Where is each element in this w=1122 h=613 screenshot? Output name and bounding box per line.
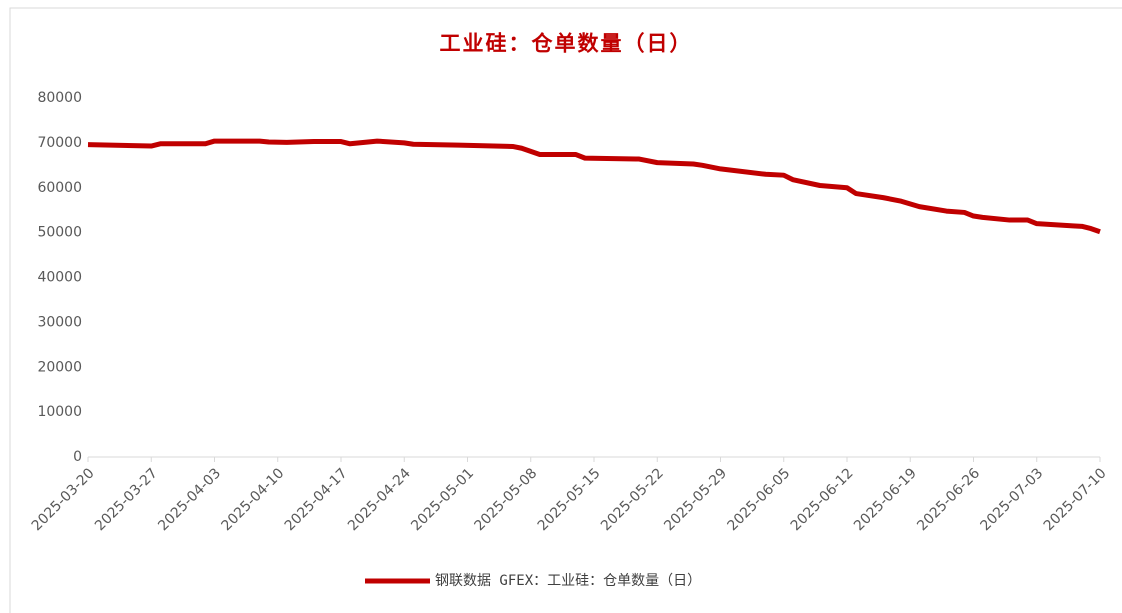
x-tick-label: 2025-06-19 (851, 465, 920, 534)
x-tick-label: 2025-05-08 (472, 465, 541, 534)
x-tick-label: 2025-04-24 (345, 465, 414, 534)
legend-label: 钢联数据 GFEX：工业硅：仓单数量（日） (435, 573, 701, 589)
x-tick-label: 2025-07-10 (1041, 465, 1110, 534)
x-tick-label: 2025-06-05 (725, 465, 794, 534)
y-tick-label: 50000 (37, 225, 82, 241)
y-tick-label: 40000 (37, 270, 82, 286)
x-tick-label: 2025-06-12 (788, 465, 857, 534)
x-tick-label: 2025-05-15 (535, 465, 604, 534)
y-tick-label: 70000 (37, 135, 82, 151)
x-tick-label: 2025-03-20 (29, 465, 98, 534)
x-tick-label: 2025-03-27 (92, 465, 161, 534)
y-tick-label: 20000 (37, 359, 82, 375)
x-tick-label: 2025-05-22 (598, 465, 667, 534)
y-tick-label: 30000 (37, 314, 82, 330)
x-tick-label: 2025-05-01 (408, 465, 477, 534)
chart-border (9, 7, 1122, 613)
x-tick-label: 2025-05-29 (661, 465, 730, 534)
x-tick-label: 2025-04-10 (219, 465, 288, 534)
chart-title: 工业硅：仓单数量（日） (440, 31, 693, 56)
series-line (87, 138, 1101, 235)
x-tick-label: 2025-06-26 (914, 465, 983, 534)
y-tick-label: 80000 (37, 90, 82, 106)
y-tick-label: 60000 (37, 180, 82, 196)
x-tick-label: 2025-04-17 (282, 465, 351, 534)
y-tick-label: 10000 (37, 404, 82, 420)
x-tick-label: 2025-07-03 (978, 465, 1047, 534)
y-tick-label: 0 (73, 449, 82, 465)
x-tick-label: 2025-04-03 (155, 465, 224, 534)
